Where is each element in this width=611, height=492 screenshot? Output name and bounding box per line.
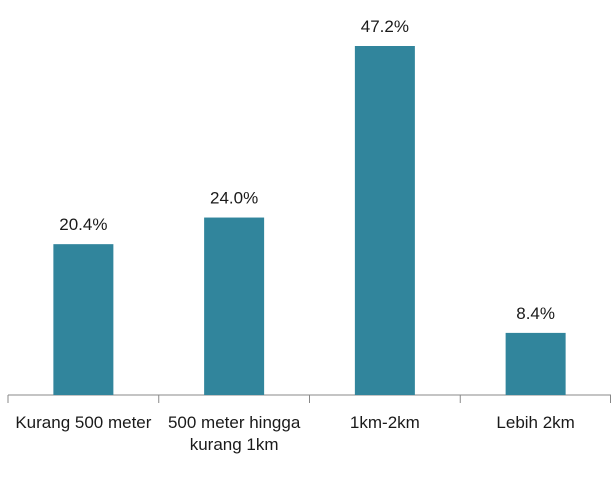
data-label: 24.0% bbox=[210, 189, 258, 208]
data-label: 8.4% bbox=[516, 304, 555, 323]
x-tick-label: 1km-2km bbox=[349, 413, 420, 432]
x-tick-label: 500 meter hingga kurang 1km bbox=[167, 413, 301, 454]
x-tick-label: Kurang 500 meter bbox=[15, 413, 152, 432]
bar bbox=[505, 332, 566, 395]
bar bbox=[204, 217, 265, 395]
data-label: 47.2% bbox=[361, 17, 409, 36]
bar bbox=[53, 244, 114, 395]
data-label: 20.4% bbox=[59, 215, 107, 234]
bar bbox=[354, 46, 415, 395]
x-tick-label: Lebih 2km bbox=[496, 413, 575, 432]
